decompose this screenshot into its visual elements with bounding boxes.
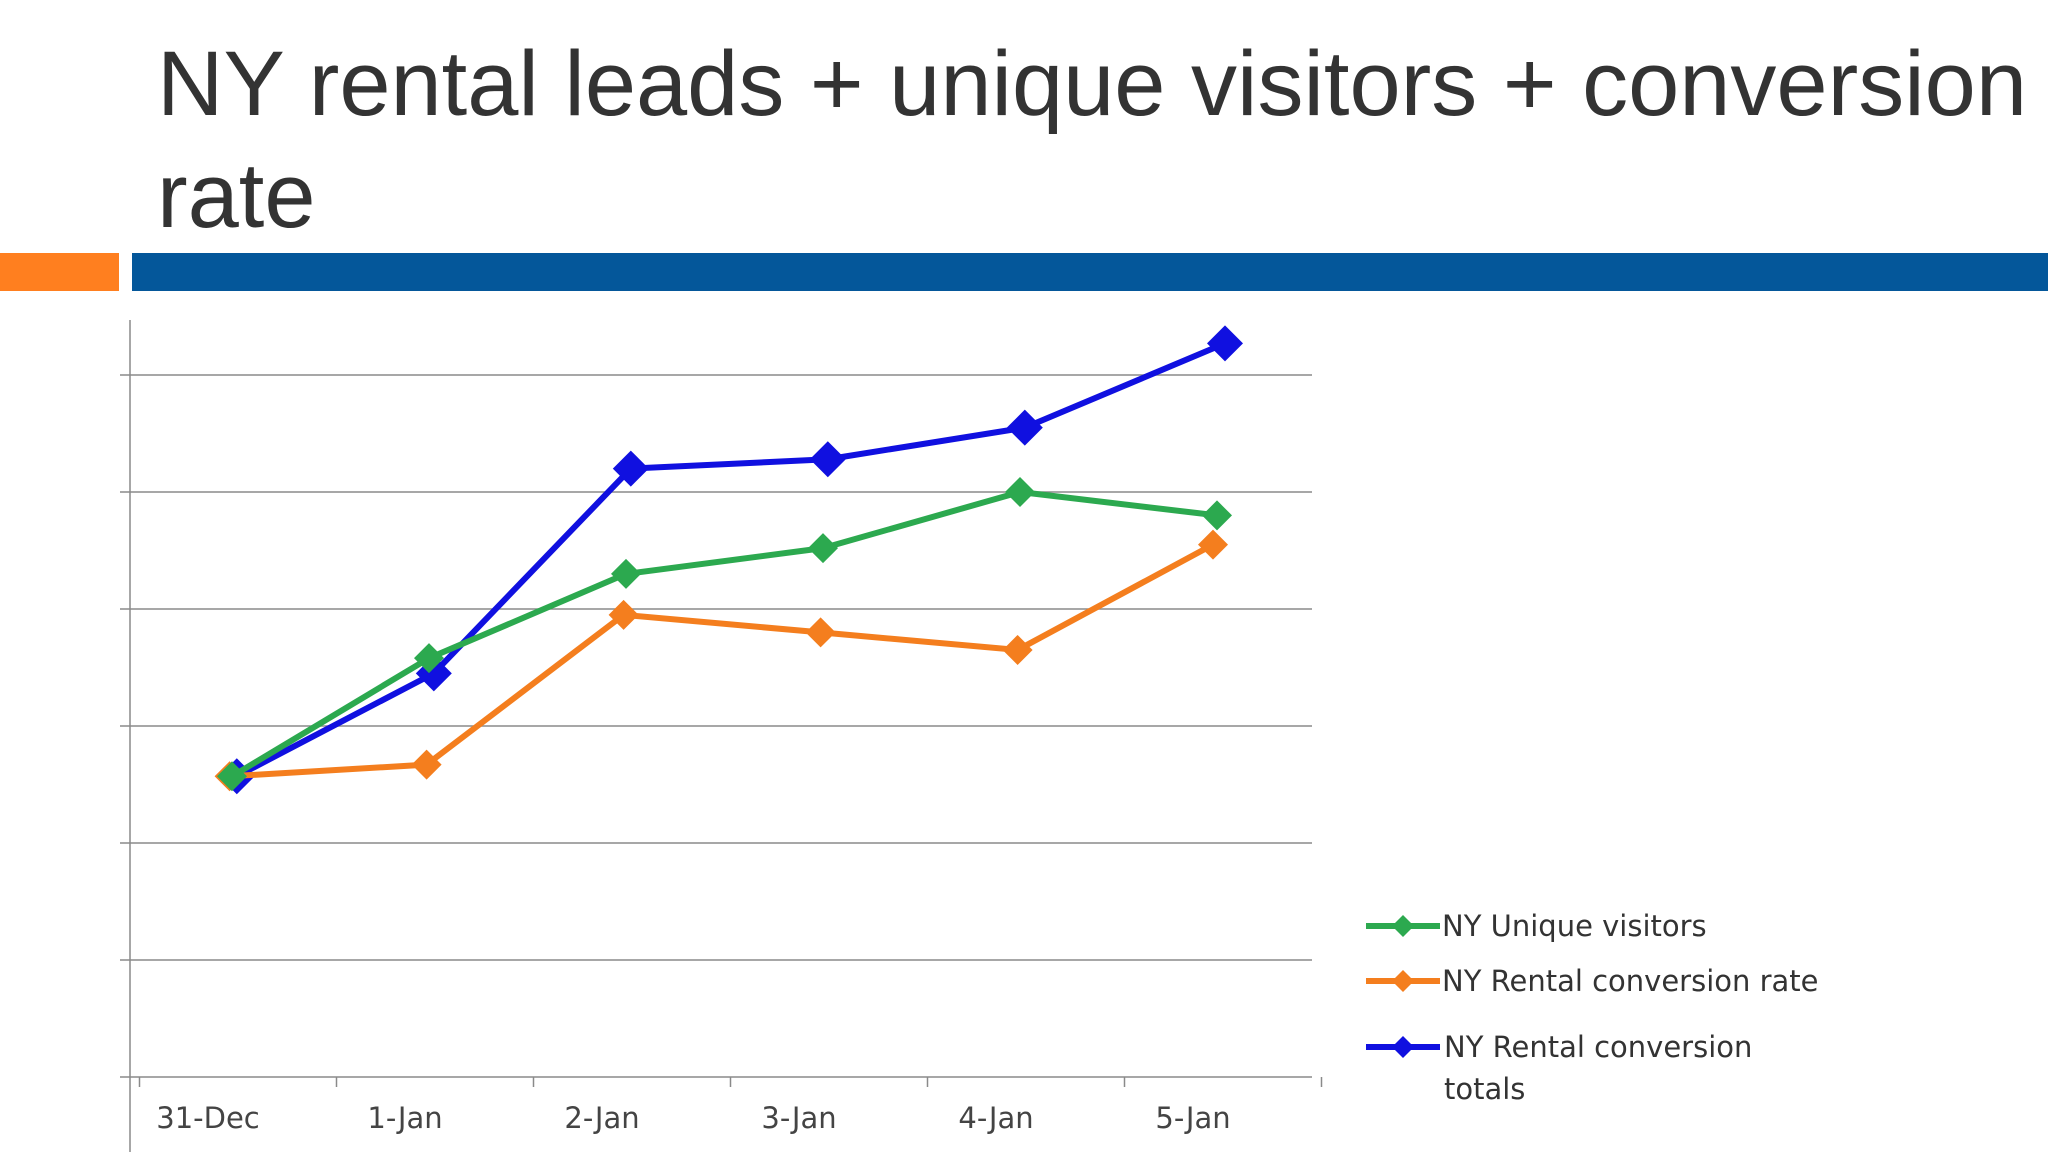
data-point-marker	[611, 558, 641, 589]
legend-label: NY Rental conversion rate	[1442, 964, 1819, 998]
axes	[120, 320, 1312, 1152]
legend-swatch-marker	[1392, 1036, 1414, 1058]
x-tick-label: 31-Dec	[156, 1101, 259, 1135]
series-line	[235, 340, 1227, 779]
data-point-marker	[1198, 529, 1228, 560]
data-point-marker	[808, 533, 838, 564]
data-point-marker	[1202, 500, 1232, 531]
x-tick-label: 4-Jan	[958, 1101, 1033, 1135]
data-point-marker	[608, 599, 639, 630]
data-point-marker	[805, 617, 836, 648]
x-tick-label: 3-Jan	[761, 1101, 836, 1135]
data-point-marker	[1002, 634, 1033, 665]
legend-label: NY Rental conversion totals	[1444, 1030, 1752, 1106]
legend-swatch-marker	[1392, 970, 1414, 992]
data-point-marker	[809, 441, 846, 478]
series-line	[229, 542, 1215, 780]
series-line	[230, 489, 1218, 779]
legend: NY Unique visitors NY Rental conversion r…	[1366, 909, 1819, 1106]
series-ny-unique-visitors	[217, 477, 1232, 792]
data-point-marker	[1006, 409, 1043, 446]
slide-title: NY rental leads + unique visitors + conv…	[157, 33, 2028, 247]
data-point-marker	[1005, 477, 1035, 507]
title-accent-bar-blue	[132, 253, 2048, 291]
title-accent-bar-orange	[0, 253, 119, 291]
x-tick-label: 2-Jan	[564, 1101, 639, 1135]
legend-item: NY Rental conversion totals	[1366, 1030, 1752, 1106]
series-lines	[214, 325, 1243, 795]
legend-item: NY Unique visitors	[1366, 909, 1707, 943]
x-tick-label: 5-Jan	[1155, 1101, 1230, 1135]
data-point-marker	[612, 450, 649, 487]
data-point-marker	[217, 761, 247, 792]
gridlines	[120, 374, 1312, 961]
data-point-marker	[414, 643, 444, 674]
legend-item: NY Rental conversion rate	[1366, 964, 1819, 998]
data-point-marker	[1207, 325, 1243, 362]
x-axis-ticks: 31-Dec 1-Jan 2-Jan 3-Jan 4-Jan 5-Jan	[138, 1077, 1323, 1135]
data-point-marker	[411, 749, 442, 780]
legend-swatch-marker	[1392, 915, 1414, 937]
legend-label: NY Unique visitors	[1442, 909, 1707, 943]
x-tick-label: 1-Jan	[367, 1101, 442, 1135]
series-ny-rental-conversion-rate	[214, 529, 1228, 792]
